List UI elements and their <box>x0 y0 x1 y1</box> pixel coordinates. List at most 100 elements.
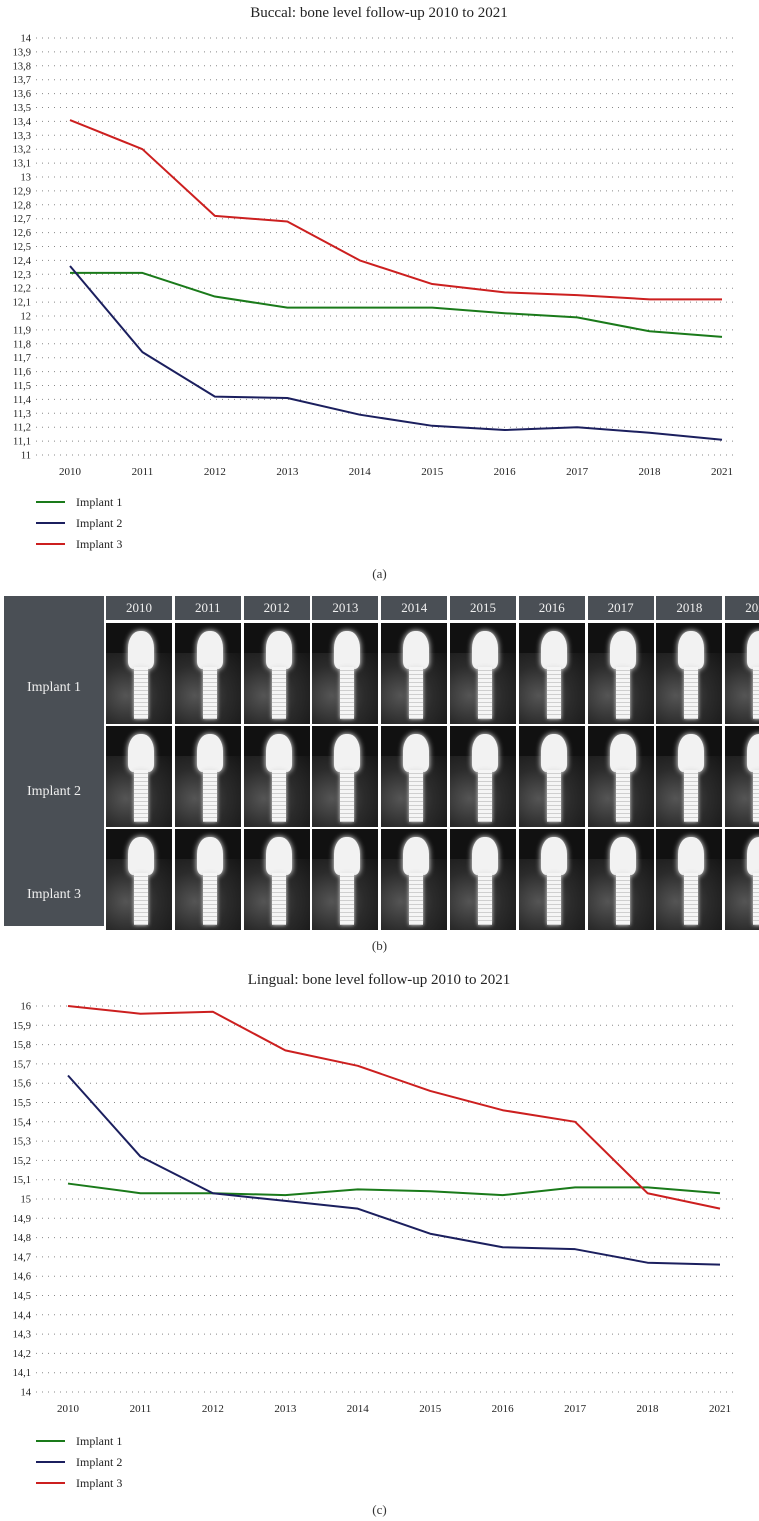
caption-c: (c) <box>372 1502 387 1517</box>
y-tick-label: 13,1 <box>13 159 31 170</box>
y-tick-label: 14,8 <box>13 1233 31 1244</box>
year-header: 2018 <box>656 596 723 620</box>
year-header: 2012 <box>243 596 310 620</box>
y-tick-label: 11,4 <box>13 395 32 406</box>
y-tick-label: 13,2 <box>13 145 31 156</box>
x-tick-label: 2010 <box>57 1403 80 1415</box>
year-header: 2010 <box>106 596 172 620</box>
cbct-image <box>656 623 723 724</box>
y-tick-label: 14,5 <box>13 1291 31 1302</box>
x-tick-label: 2011 <box>132 466 154 478</box>
y-tick-label: 12,9 <box>13 186 31 197</box>
x-tick-label: 2016 <box>494 466 517 478</box>
y-tick-label: 11,1 <box>13 437 31 448</box>
y-tick-label: 11,2 <box>13 423 31 434</box>
cbct-image <box>450 623 516 724</box>
chart-title: Lingual: bone level follow-up 2010 to 20… <box>248 972 510 988</box>
y-tick-label: 15,8 <box>13 1040 31 1051</box>
y-tick-label: 13,6 <box>13 89 31 100</box>
y-tick-label: 13,7 <box>13 75 31 86</box>
y-tick-label: 12,3 <box>13 270 31 281</box>
cbct-image <box>725 829 759 930</box>
row-label-implant-3: Implant 3 <box>26 887 82 902</box>
cbct-image <box>312 623 379 724</box>
cbct-image <box>243 623 310 724</box>
y-tick-label: 14,2 <box>13 1349 31 1360</box>
cbct-image <box>106 829 172 930</box>
series-line-2 <box>67 1074 721 1266</box>
y-tick-label: 12 <box>21 312 32 323</box>
y-tick-label: 14,7 <box>13 1252 31 1263</box>
y-tick-label: 14,4 <box>13 1310 32 1321</box>
caption-b: (b) <box>371 938 388 953</box>
year-header: 2015 <box>450 596 516 620</box>
y-tick-label: 12,4 <box>13 256 32 267</box>
x-tick-label: 2012 <box>202 1403 224 1415</box>
x-tick-label: 2011 <box>130 1403 152 1415</box>
cbct-image <box>656 726 723 827</box>
legend-label-2: Implant 2 <box>76 516 122 530</box>
x-tick-label: 2010 <box>59 466 82 478</box>
cbct-image <box>518 623 585 724</box>
lingual-chart-panel: Lingual: bone level follow-up 2010 to 20… <box>0 962 759 1521</box>
y-tick-label: 12,8 <box>13 200 31 211</box>
y-tick-label: 11,3 <box>13 409 31 420</box>
y-tick-label: 11,7 <box>13 353 31 364</box>
series-line-1 <box>67 1182 721 1197</box>
legend-label-3: Implant 3 <box>76 537 122 551</box>
y-tick-label: 13,4 <box>13 117 32 128</box>
y-tick-label: 11,5 <box>13 381 31 392</box>
y-tick-label: 15,2 <box>13 1156 31 1167</box>
y-tick-label: 14 <box>21 34 32 45</box>
cbct-image <box>725 726 759 827</box>
cbct-image-grid: Implant 1 Implant 2 Implant 3 2010 2011 20… <box>4 596 759 930</box>
x-tick-label: 2015 <box>421 466 444 478</box>
row-label-implant-1: Implant 1 <box>26 680 82 695</box>
y-tick-label: 12,6 <box>13 228 31 239</box>
y-tick-label: 12,2 <box>13 284 31 295</box>
series-line-1 <box>70 271 723 338</box>
cbct-image <box>656 829 723 930</box>
legend-label-1: Implant 1 <box>76 1434 122 1448</box>
cbct-image <box>174 623 241 724</box>
x-tick-label: 2017 <box>566 466 589 478</box>
x-tick-label: 2014 <box>347 1403 370 1415</box>
x-tick-label: 2018 <box>637 1403 660 1415</box>
cbct-image <box>312 726 379 827</box>
chart-title: Buccal: bone level follow-up 2010 to 202… <box>250 5 507 21</box>
y-tick-label: 15,5 <box>13 1098 31 1109</box>
x-tick-label: 2018 <box>639 466 662 478</box>
legend-label-3: Implant 3 <box>76 1476 122 1490</box>
legend-label-1: Implant 1 <box>76 495 122 509</box>
y-tick-label: 15 <box>21 1195 32 1206</box>
cbct-image <box>243 829 310 930</box>
y-tick-label: 12,5 <box>13 242 31 253</box>
cbct-image <box>243 726 310 827</box>
cbct-image <box>450 726 516 827</box>
year-header: 2013 <box>312 596 379 620</box>
cbct-image <box>587 829 654 930</box>
y-tick-label: 13 <box>21 173 32 184</box>
x-tick-label: 2012 <box>204 466 226 478</box>
y-tick-label: 15,6 <box>13 1079 31 1090</box>
cbct-image <box>587 623 654 724</box>
y-tick-label: 13,8 <box>13 61 31 72</box>
x-tick-label: 2013 <box>276 466 299 478</box>
cbct-image <box>381 623 448 724</box>
buccal-line-chart: Buccal: bone level follow-up 2010 to 202… <box>13 5 736 551</box>
year-header: 2014 <box>381 596 448 620</box>
y-tick-label: 12,7 <box>13 214 31 225</box>
y-tick-label: 14,3 <box>13 1330 31 1341</box>
y-tick-label: 14,9 <box>13 1214 31 1225</box>
y-tick-label: 12,1 <box>13 298 31 309</box>
y-tick-label: 11,9 <box>13 325 31 336</box>
cbct-image <box>312 829 379 930</box>
series-line-3 <box>67 1005 721 1210</box>
y-tick-label: 16 <box>21 1002 32 1013</box>
y-tick-label: 13,9 <box>13 47 31 58</box>
y-tick-label: 15,4 <box>13 1117 32 1128</box>
series-line-2 <box>69 265 723 441</box>
series-line-3 <box>69 119 722 301</box>
x-tick-label: 2016 <box>492 1403 515 1415</box>
x-tick-label: 2017 <box>564 1403 587 1415</box>
